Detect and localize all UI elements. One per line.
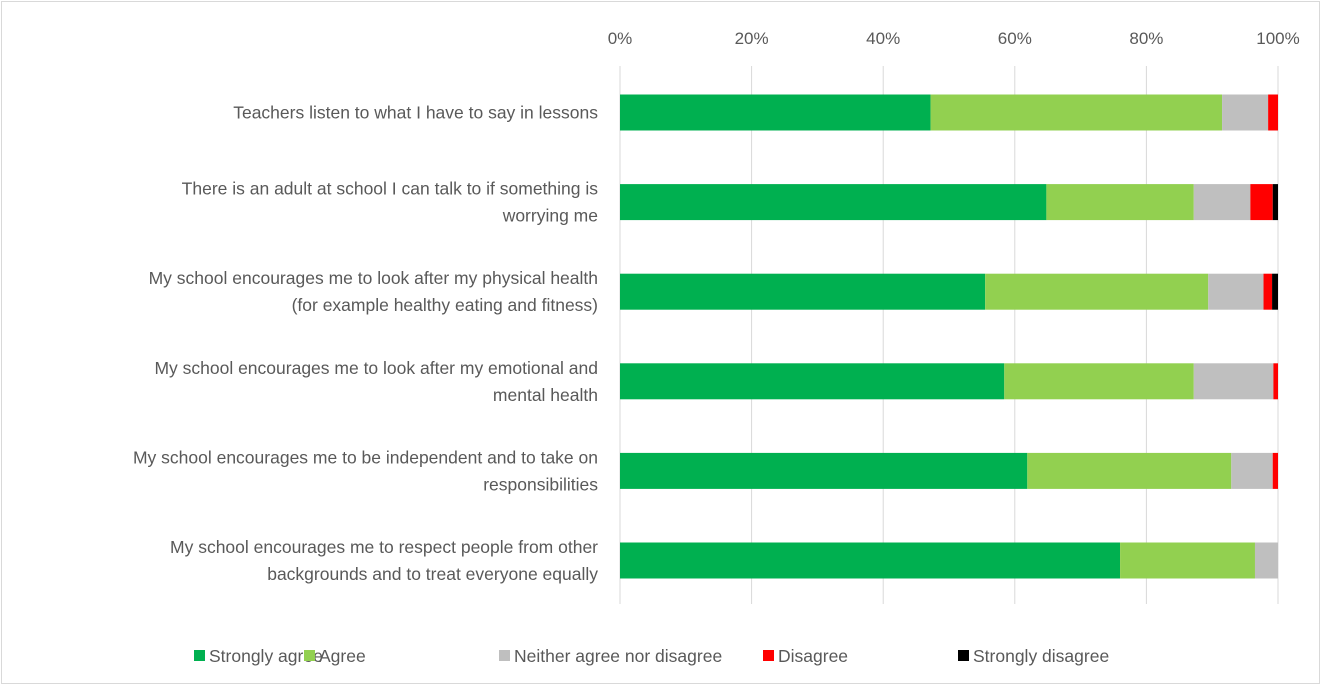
legend-label: Strongly agree xyxy=(209,646,323,666)
gridlines xyxy=(619,66,1279,604)
bars xyxy=(620,94,1278,579)
bar-segment xyxy=(1250,184,1273,221)
bar-segment xyxy=(620,94,931,131)
bar-segment xyxy=(1208,273,1264,310)
x-tick-label: 0% xyxy=(608,29,633,48)
bar-segment xyxy=(620,363,1005,400)
legend-label: Agree xyxy=(319,646,366,666)
bar-segment xyxy=(930,94,1223,131)
bar-segment xyxy=(1273,363,1278,400)
bar-segment xyxy=(1272,452,1278,489)
category-label: worrying me xyxy=(502,206,598,226)
bar-segment xyxy=(1231,452,1273,489)
category-label: (for example healthy eating and fitness) xyxy=(292,295,598,315)
bar-segment xyxy=(985,273,1209,310)
legend-label: Neither agree nor disagree xyxy=(514,646,722,666)
bar-segment xyxy=(1193,363,1274,400)
category-label: mental health xyxy=(493,385,598,405)
category-label: backgrounds and to treat everyone equall… xyxy=(267,564,598,584)
x-tick-label: 80% xyxy=(1129,29,1163,48)
bar-segment xyxy=(1254,542,1278,579)
bar-segment xyxy=(1272,273,1278,310)
category-label: responsibilities xyxy=(483,474,598,494)
bar-segment xyxy=(1046,184,1194,221)
legend-swatch xyxy=(958,650,969,661)
bar-segment xyxy=(1193,184,1251,221)
bar-segment xyxy=(620,542,1121,579)
bar-segment xyxy=(1004,363,1194,400)
bar-segment xyxy=(1268,94,1278,131)
bar-segment xyxy=(1120,542,1255,579)
category-label: There is an adult at school I can talk t… xyxy=(182,179,599,199)
category-label: Teachers listen to what I have to say in… xyxy=(233,103,598,123)
legend-label: Strongly disagree xyxy=(973,646,1109,666)
category-label: My school encourages me to look after my… xyxy=(154,358,598,378)
category-labels: Teachers listen to what I have to say in… xyxy=(133,103,598,585)
legend-swatch xyxy=(763,650,774,661)
category-label: My school encourages me to respect peopl… xyxy=(170,537,598,557)
bar-segment xyxy=(1027,452,1232,489)
bar-segment xyxy=(1272,184,1278,221)
bar-segment xyxy=(620,452,1028,489)
bar-segment xyxy=(1222,94,1269,131)
bar-segment xyxy=(620,184,1047,221)
x-tick-label: 20% xyxy=(735,29,769,48)
category-label: My school encourages me to look after my… xyxy=(149,268,598,288)
x-tick-label: 60% xyxy=(998,29,1032,48)
x-axis-tick-labels: 0% 20% 40% 60% 80% 100% xyxy=(608,29,1300,48)
bar-segment xyxy=(620,273,986,310)
legend-swatch xyxy=(499,650,510,661)
x-tick-label: 40% xyxy=(866,29,900,48)
x-tick-label: 100% xyxy=(1256,29,1299,48)
bar-segment xyxy=(1263,273,1273,310)
category-label: My school encourages me to be independen… xyxy=(133,447,598,467)
legend-swatch xyxy=(304,650,315,661)
legend-swatch xyxy=(194,650,205,661)
legend-label: Disagree xyxy=(778,646,848,666)
